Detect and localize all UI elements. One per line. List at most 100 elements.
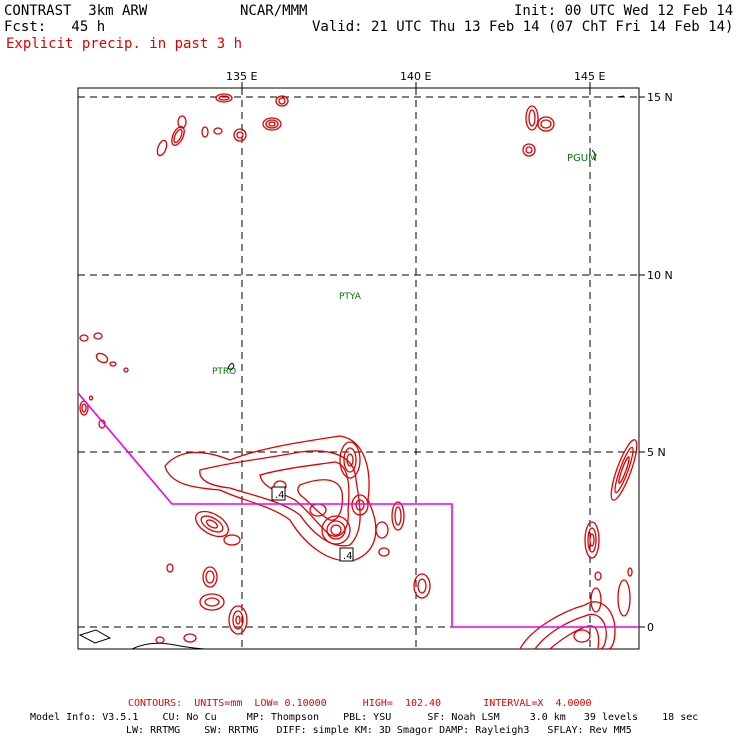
precip-contour xyxy=(326,520,346,540)
precip-contour xyxy=(594,571,602,581)
station-ptro: PTRO xyxy=(212,367,236,377)
precip-contour xyxy=(275,95,289,107)
precip-contour xyxy=(215,93,233,103)
coastline-sw xyxy=(78,629,112,644)
init-time: Init: 00 UTC Wed 12 Feb 14 xyxy=(514,3,734,19)
valid-time: Valid: 21 UTC Thu 13 Feb 14 (07 ChT Fri … xyxy=(312,19,734,35)
lat-label-5n: 5 N xyxy=(647,446,666,459)
precip-contour xyxy=(155,636,165,644)
precip-contour xyxy=(194,510,230,538)
precip-contour xyxy=(610,439,638,501)
org-title: NCAR/MMM xyxy=(240,3,308,19)
precip-contour xyxy=(123,367,129,373)
contour-info: CONTOURS: UNITS=mm LOW= 0.10000 HIGH= 10… xyxy=(128,698,592,709)
precip-contour xyxy=(573,629,591,643)
coastline-s xyxy=(131,642,206,650)
precip-contour xyxy=(617,579,631,617)
precip-contour xyxy=(213,127,223,135)
precip-contour xyxy=(534,613,607,650)
precip-contour xyxy=(525,146,533,154)
lat-label-10n: 10 N xyxy=(647,269,673,282)
precip-contour xyxy=(95,352,109,364)
lon-label-145e: 145 E xyxy=(574,70,605,83)
station-pgum: PGUM xyxy=(567,153,597,164)
precip-contour xyxy=(375,521,389,539)
precip-contour xyxy=(519,601,616,650)
precip-contour xyxy=(537,116,555,132)
model-info-line2: LW: RRTMG SW: RRTMG DIFF: simple KM: 3D … xyxy=(126,725,632,736)
coastline-ptro xyxy=(227,362,235,371)
precip-contour xyxy=(88,395,94,401)
precip-contour xyxy=(394,506,402,526)
precip-contour xyxy=(525,105,539,131)
precip-contour xyxy=(235,615,241,625)
precip-contour xyxy=(343,447,357,473)
station-ptya: PTYA xyxy=(339,292,362,302)
coastline-guam xyxy=(591,149,597,161)
precip-contour xyxy=(262,117,282,131)
precip-contour xyxy=(522,143,536,157)
map-frame xyxy=(77,87,640,650)
precip-contour xyxy=(236,131,244,139)
lat-label-15n: 15 N xyxy=(647,91,673,104)
flight-track xyxy=(77,392,639,628)
contour-label-a: .4 xyxy=(271,486,286,501)
precip-contour xyxy=(233,128,247,142)
precip-contour xyxy=(166,563,174,573)
precip-contour xyxy=(584,521,600,559)
precip-contour xyxy=(618,456,630,484)
precip-contour xyxy=(339,441,361,479)
precip-contour xyxy=(278,97,286,105)
lon-label-140e: 140 E xyxy=(400,70,431,83)
precip-contour xyxy=(355,499,365,511)
precip-contour xyxy=(391,501,405,531)
precip-contour xyxy=(183,633,197,643)
model-title: CONTRAST 3km ARW xyxy=(4,3,148,19)
precip-contour xyxy=(268,121,276,127)
contour-value-label: .4 xyxy=(275,490,285,501)
precip-contour xyxy=(200,515,224,533)
frame-ticks xyxy=(241,82,645,628)
field-title: Explicit precip. in past 3 h xyxy=(6,36,243,52)
precip-contour xyxy=(265,119,279,129)
forecast-hour: Fcst: 45 h xyxy=(4,19,106,35)
precip-contour xyxy=(589,533,595,547)
precip-contour xyxy=(614,446,634,494)
precip-contour xyxy=(109,361,117,367)
precip-contour xyxy=(171,126,185,146)
precip-contour xyxy=(204,597,220,607)
precip-contour xyxy=(79,334,89,342)
precip-contours xyxy=(79,93,638,650)
precip-contour xyxy=(346,453,354,467)
model-info-line1: Model Info: V3.5.1 CU: No Cu MP: Thompso… xyxy=(30,712,699,723)
precip-contour xyxy=(627,567,633,577)
precip-contour xyxy=(549,625,600,650)
precip-contour xyxy=(199,450,361,547)
contour-value-label: .4 xyxy=(343,551,353,562)
precip-contour xyxy=(228,605,248,635)
precip-contour xyxy=(590,587,602,613)
precip-contour xyxy=(351,494,369,516)
precip-contour xyxy=(321,515,351,545)
precip-contour xyxy=(413,573,431,599)
precip-contour xyxy=(528,109,536,127)
precip-contour xyxy=(205,519,219,529)
precip-contour xyxy=(201,126,209,138)
precip-contour xyxy=(417,578,427,594)
precip-contour xyxy=(378,547,390,557)
contour-label-b: .4 xyxy=(339,547,354,562)
precip-contour xyxy=(199,593,225,611)
precip-contour xyxy=(177,115,187,129)
precip-contour xyxy=(173,128,183,144)
precip-contour xyxy=(309,503,327,517)
precip-contour xyxy=(218,95,230,101)
precip-contour xyxy=(223,534,241,546)
precip-contour xyxy=(202,566,218,588)
precip-contour xyxy=(232,610,244,630)
precip-contour xyxy=(540,119,552,129)
lat-label-0: 0 xyxy=(647,621,654,634)
coastlines xyxy=(78,95,625,650)
precip-contour xyxy=(330,524,342,536)
precip-contour xyxy=(587,527,597,553)
